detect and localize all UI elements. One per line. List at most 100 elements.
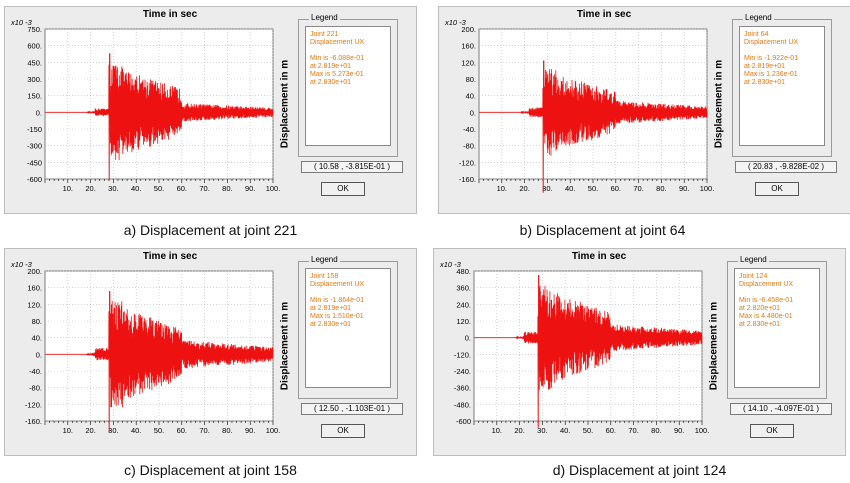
y-tick-label: -150 — [27, 125, 42, 134]
legend-max-at: at 2.830e+01 — [310, 79, 352, 86]
y-tick-label: 450. — [27, 58, 42, 67]
y-tick-label: -360. — [454, 384, 471, 393]
legend-min-at: at 2.819e+01 — [310, 305, 352, 312]
y-tick-label: 160. — [27, 284, 42, 293]
x-tick-label: 20. — [85, 426, 95, 435]
y-tick-label: 0. — [36, 350, 42, 359]
x-tick-label: 90. — [245, 184, 255, 193]
y-tick-label: -120. — [454, 350, 471, 359]
caption-d: d) Displacement at joint 124 — [552, 462, 727, 478]
x-tick-label: 20. — [519, 184, 529, 193]
ok-button[interactable]: OK — [321, 182, 365, 196]
x-tick-label: 100. — [700, 184, 715, 193]
y-tick-label: 0. — [470, 108, 476, 117]
y-tick-label: 40. — [32, 334, 42, 343]
legend-max-at: at 2.830e+01 — [739, 321, 781, 328]
x-tick-label: 70. — [633, 184, 643, 193]
x-tick-label: 10. — [492, 426, 502, 435]
legend-min: Min is -6.458e-01 — [739, 297, 794, 304]
legend-max: Max is 1.236e-01 — [744, 71, 798, 78]
x-tick-label: 30. — [108, 184, 118, 193]
legend-min: Min is -1.864e-01 — [310, 297, 365, 304]
y-tick-label: 360. — [456, 284, 471, 293]
y-axis-label: Displacement in m — [708, 301, 720, 391]
ok-button[interactable]: OK — [321, 424, 365, 438]
y-tick-label: 600. — [27, 42, 42, 51]
exponent-label: x10 -3 — [10, 18, 33, 27]
y-tick-label: -240. — [454, 367, 471, 376]
displacement-series-line — [474, 274, 703, 428]
coordinate-readout: ( 14.10 , -4.097E-01 ) — [730, 403, 832, 415]
coordinate-readout: ( 20.83 , -9.828E-02 ) — [735, 161, 837, 173]
x-tick-label: 40. — [131, 426, 141, 435]
legend-joint: Joint 158 — [310, 273, 339, 280]
y-tick-label: 120. — [27, 300, 42, 309]
legend-box: Legend Joint 158 Displacement UX Min is … — [298, 255, 398, 399]
x-tick-label: 100. — [266, 426, 281, 435]
y-tick-label: 240. — [456, 300, 471, 309]
y-tick-label: 200. — [461, 25, 476, 34]
y-tick-label: -120. — [459, 158, 476, 167]
legend-max: Max is 1.510e-01 — [310, 313, 364, 320]
x-tick-label: 50. — [154, 184, 164, 193]
y-tick-label: 120. — [456, 317, 471, 326]
legend-joint: Joint 64 — [744, 31, 769, 38]
y-tick-label: -160. — [459, 175, 476, 184]
y-tick-label: 40. — [466, 92, 476, 101]
x-tick-label: 40. — [131, 184, 141, 193]
exponent-label: x10 -3 — [10, 260, 33, 269]
exponent-label: x10 -3 — [439, 260, 462, 269]
legend-quantity: Displacement UX — [739, 281, 794, 288]
y-tick-label: -80. — [29, 384, 42, 393]
legend-content: Joint 124 Displacement UX Min is -6.458e… — [734, 268, 820, 388]
legend-content: Joint 64 Displacement UX Min is -1.922e-… — [739, 26, 825, 146]
x-tick-label: 80. — [651, 426, 661, 435]
legend-box: Legend Joint 221 Displacement UX Min is … — [298, 13, 398, 157]
x-tick-label: 70. — [199, 184, 209, 193]
y-tick-label: -600 — [27, 175, 42, 184]
x-tick-label: 30. — [108, 426, 118, 435]
y-tick-label: -300 — [27, 142, 42, 151]
y-tick-label: 0. — [36, 108, 42, 117]
y-axis-label: Displacement in m — [279, 59, 291, 149]
y-tick-label: -80. — [463, 142, 476, 151]
legend-box: Legend Joint 124 Displacement UX Min is … — [727, 255, 827, 399]
y-tick-label: 80. — [32, 317, 42, 326]
caption-a: a) Displacement at joint 221 — [123, 222, 298, 238]
x-tick-label: 100. — [266, 184, 281, 193]
y-axis-label: Displacement in m — [279, 301, 291, 391]
x-tick-label: 50. — [583, 426, 593, 435]
legend-joint: Joint 124 — [739, 273, 768, 280]
x-tick-label: 80. — [656, 184, 666, 193]
x-tick-label: 30. — [537, 426, 547, 435]
x-tick-label: 60. — [177, 184, 187, 193]
legend-min-at: at 2.820e+01 — [739, 305, 781, 312]
legend-max: Max is 5.273e-01 — [310, 71, 364, 78]
ok-button[interactable]: OK — [750, 424, 794, 438]
x-tick-label: 40. — [565, 184, 575, 193]
legend-min-at: at 2.819e+01 — [744, 63, 786, 70]
chart-title: Time in sec — [142, 9, 198, 20]
legend-min: Min is -6.088e-01 — [310, 55, 365, 62]
caption-b: b) Displacement at joint 64 — [519, 222, 686, 238]
y-tick-label: -160. — [25, 417, 42, 426]
legend-content: Joint 221 Displacement UX Min is -6.088e… — [305, 26, 391, 146]
y-tick-label: 0. — [465, 334, 471, 343]
chart-title: Time in sec — [576, 9, 632, 20]
x-tick-label: 80. — [222, 184, 232, 193]
legend-min-at: at 2.819e+01 — [310, 63, 352, 70]
y-tick-label: -40. — [29, 367, 42, 376]
displacement-series-line — [45, 291, 274, 433]
ok-button[interactable]: OK — [755, 182, 799, 196]
y-tick-label: -600 — [456, 417, 471, 426]
x-tick-label: 90. — [245, 426, 255, 435]
x-tick-label: 10. — [63, 426, 73, 435]
exponent-label: x10 -3 — [444, 18, 467, 27]
legend-max: Max is 4.480e-01 — [739, 313, 793, 320]
legend-joint: Joint 221 — [310, 31, 339, 38]
y-axis-label: Displacement in m — [713, 59, 725, 149]
legend-max-at: at 2.830e+01 — [310, 321, 352, 328]
chart-panel-b: Time in sec 200. 160. 120. 80. 40. 0. -40. -80.… — [438, 6, 850, 214]
legend-title: Legend — [738, 255, 769, 264]
x-tick-label: 70. — [628, 426, 638, 435]
